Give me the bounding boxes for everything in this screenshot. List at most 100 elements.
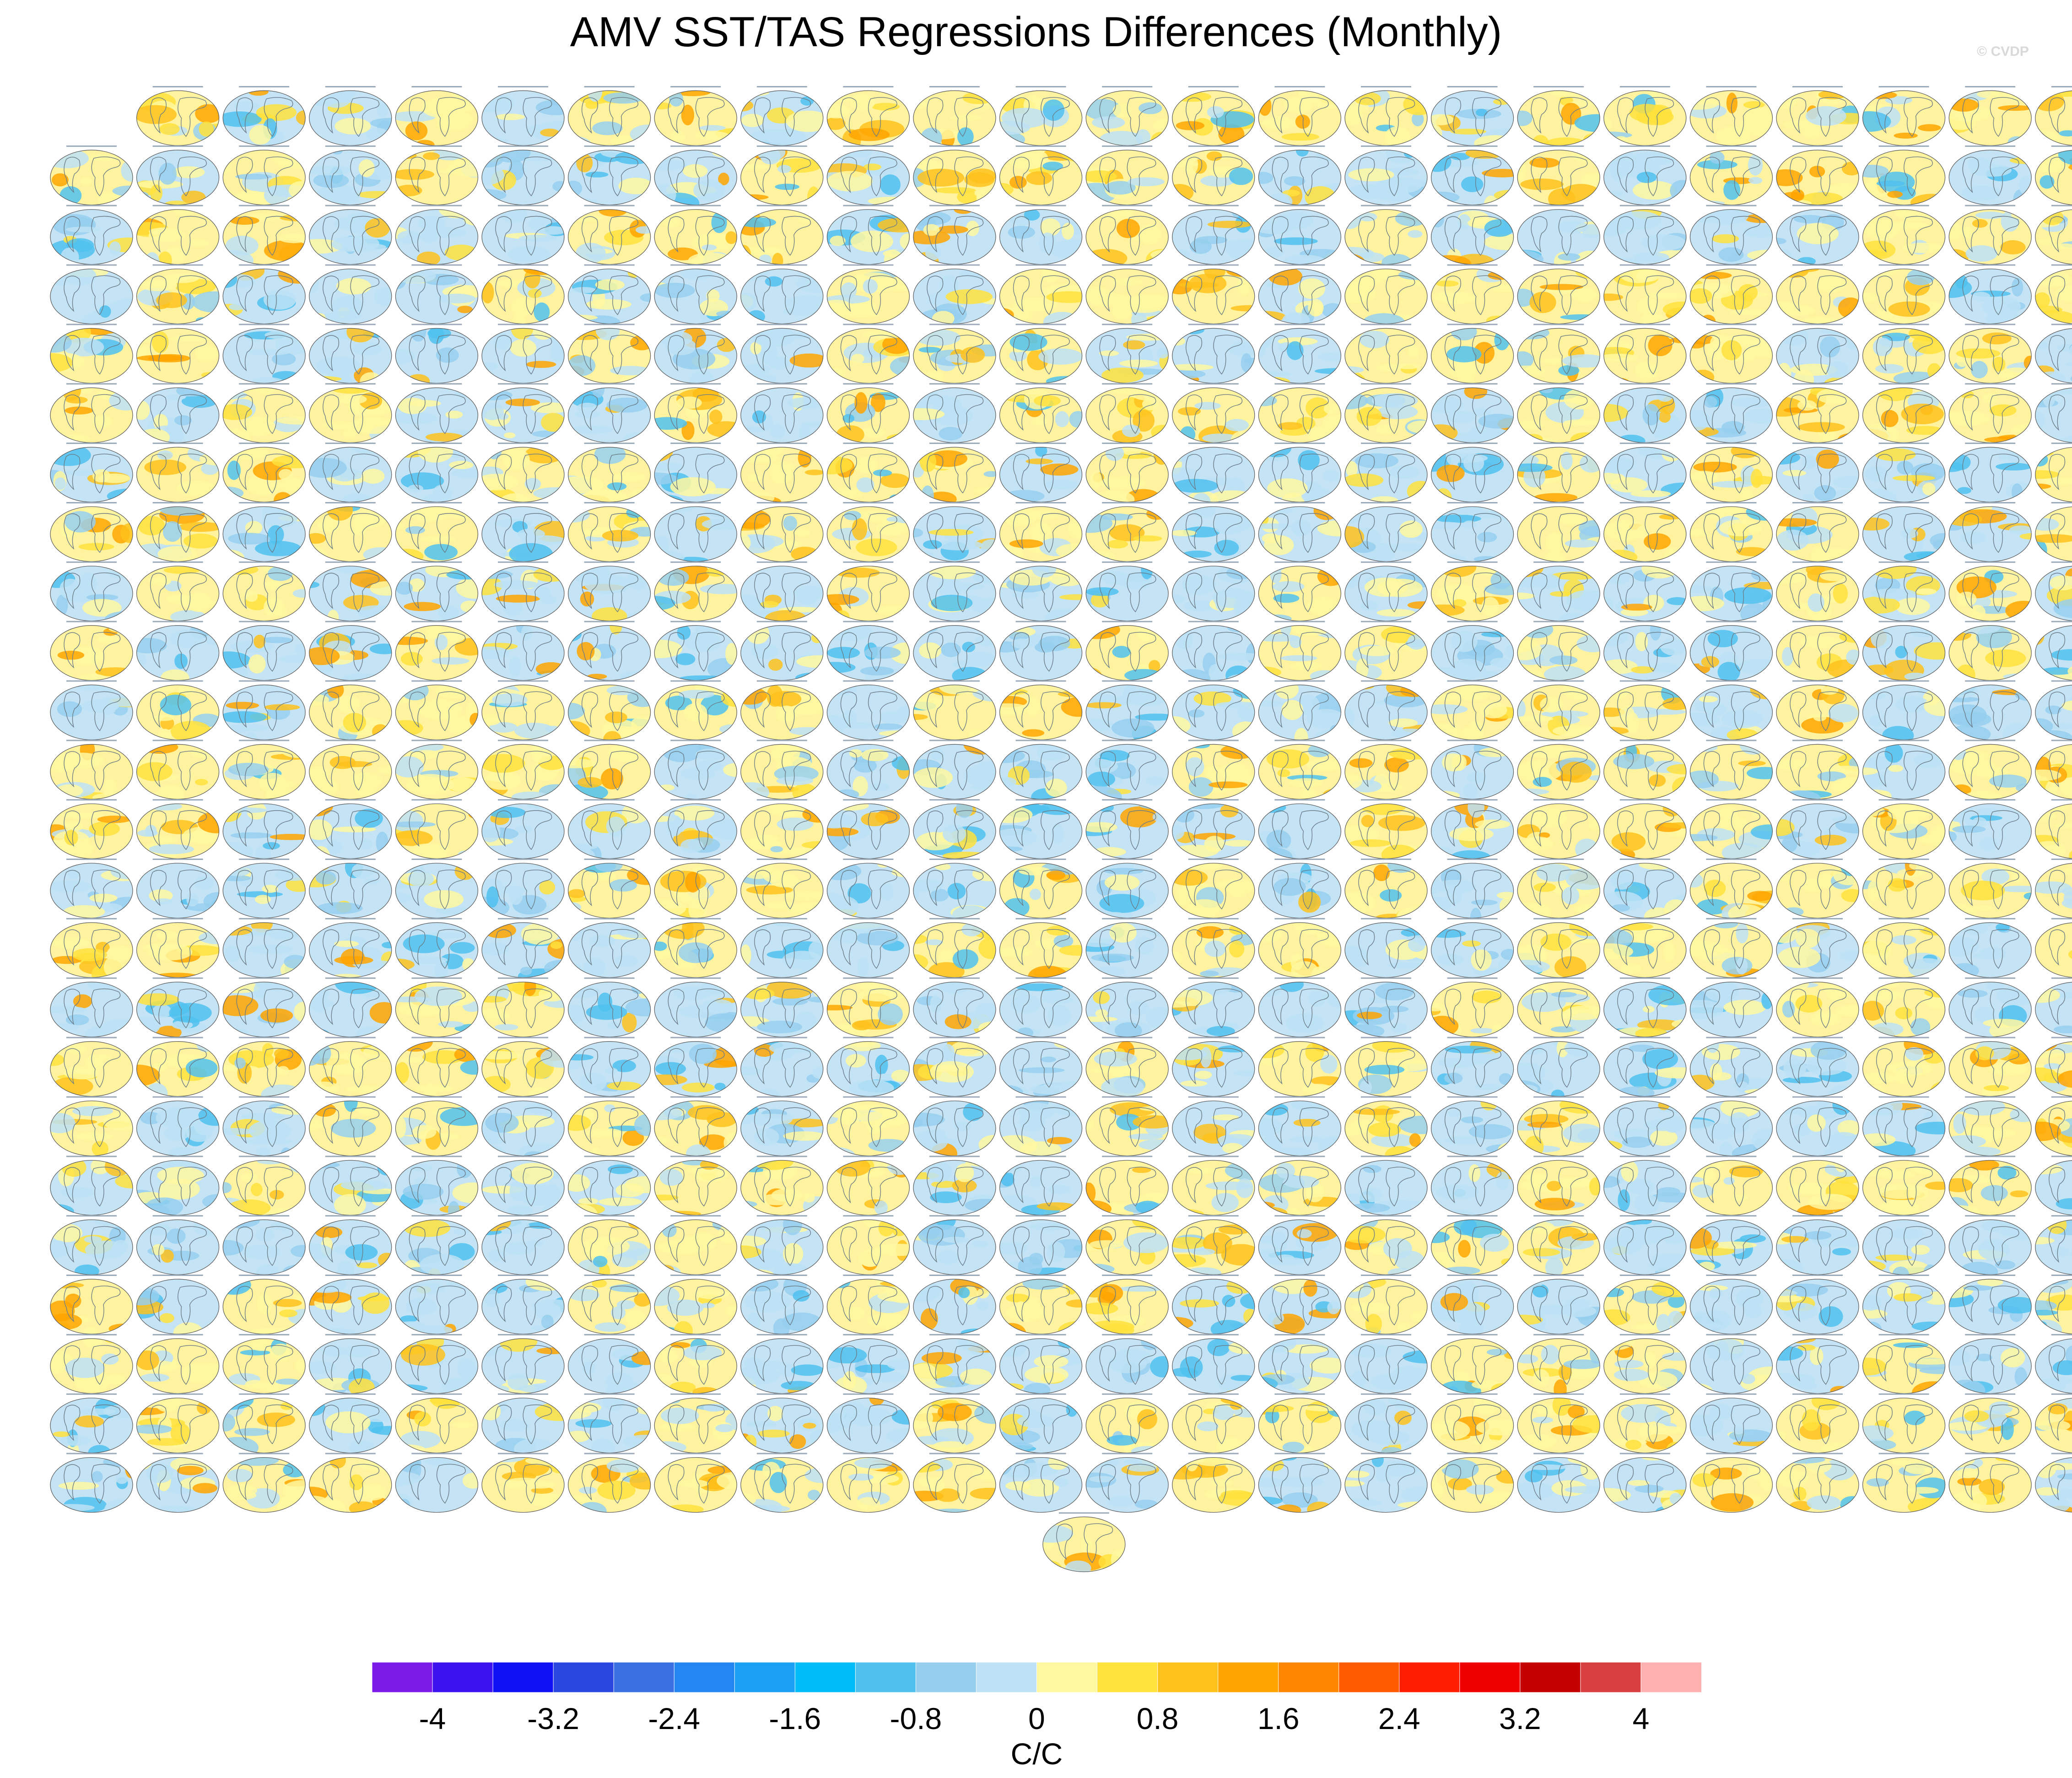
anomaly-patch — [2035, 453, 2048, 467]
anomaly-patch — [1570, 432, 1600, 443]
panel-caption — [1188, 443, 1239, 444]
anomaly-patch — [1046, 376, 1082, 384]
panel-caption — [1102, 680, 1153, 682]
panel-caption — [1619, 799, 1670, 801]
panel-caption — [1706, 680, 1757, 682]
panel-caption — [1706, 561, 1757, 563]
continent-outline — [150, 216, 207, 256]
anomaly-patch — [1323, 566, 1338, 576]
panel-caption — [1361, 502, 1411, 503]
panel-caption — [325, 918, 376, 919]
panel-caption — [929, 86, 980, 87]
anomaly-patch — [619, 671, 651, 681]
continent-outline — [1703, 97, 1760, 137]
panel-caption — [1274, 145, 1325, 147]
anomaly-patch — [1580, 454, 1600, 473]
anomaly-patch — [654, 494, 684, 503]
anomaly-patch — [1457, 214, 1471, 229]
panel-caption — [1015, 443, 1066, 444]
anomaly-patch — [827, 685, 858, 696]
anomaly-patch — [1736, 923, 1748, 944]
continent-outline — [150, 394, 207, 434]
map-panel — [1689, 145, 1773, 205]
panel-caption — [1792, 205, 1843, 206]
anomaly-patch — [2035, 841, 2066, 859]
anomaly-patch — [1630, 490, 1671, 497]
map-panel — [395, 680, 479, 740]
panel-caption — [239, 918, 290, 919]
panel-caption — [325, 324, 376, 325]
anomaly-patch — [1748, 154, 1763, 176]
panel-caption — [1102, 799, 1153, 801]
map-panel — [740, 561, 824, 621]
anomaly-patch — [1107, 540, 1128, 549]
map-panel — [654, 86, 737, 146]
map-panel — [1862, 502, 1946, 562]
map-border — [2035, 388, 2072, 443]
anomaly-patch — [1356, 658, 1369, 680]
anomaly-patch — [1814, 485, 1836, 501]
map-panel — [1517, 799, 1600, 859]
map-panel — [1517, 918, 1600, 978]
continent-outline — [150, 97, 207, 137]
continent-outline — [1013, 216, 1070, 256]
map-panel — [1517, 443, 1600, 503]
anomaly-patch — [827, 300, 855, 320]
map-panel — [1776, 859, 1859, 919]
anomaly-patch — [1172, 249, 1190, 261]
anomaly-patch — [1001, 507, 1037, 526]
anomaly-patch — [57, 752, 105, 769]
panel-caption — [584, 86, 635, 87]
map-panel — [913, 324, 996, 384]
map-panel — [2035, 324, 2072, 384]
anomaly-patch — [2002, 723, 2031, 740]
anomaly-patch — [1093, 490, 1135, 503]
panel-caption — [411, 680, 462, 682]
panel-caption — [1015, 205, 1066, 206]
panel-caption — [1015, 264, 1066, 266]
map-panel — [2035, 502, 2072, 562]
anomaly-patch — [336, 695, 360, 713]
anomaly-patch — [617, 924, 651, 939]
panel-caption — [1619, 918, 1670, 919]
map-panel — [1258, 264, 1341, 324]
panel-caption — [2051, 859, 2072, 860]
anomaly-patch — [1104, 868, 1144, 875]
anomaly-patch — [2035, 730, 2072, 740]
anomaly-patch — [1179, 282, 1219, 288]
panel-caption — [670, 502, 721, 503]
map-panel — [1689, 443, 1773, 503]
anomaly-patch — [1388, 718, 1418, 728]
anomaly-patch — [1313, 506, 1339, 520]
panel-caption — [1792, 264, 1843, 266]
anomaly-patch — [1034, 395, 1061, 407]
anomaly-patch — [336, 278, 372, 295]
map-panel — [1344, 383, 1428, 443]
panel-caption — [1015, 740, 1066, 741]
anomaly-patch — [1819, 336, 1840, 358]
panel-caption — [1361, 680, 1411, 682]
panel-caption — [1706, 443, 1757, 444]
anomaly-patch — [488, 807, 526, 818]
anomaly-patch — [1746, 506, 1773, 521]
map-panel — [654, 859, 737, 919]
panel-caption — [152, 859, 203, 860]
map-panel — [740, 799, 824, 859]
anomaly-patch — [1450, 153, 1470, 160]
anomaly-patch — [52, 214, 96, 236]
anomaly-patch — [65, 227, 100, 232]
panel-caption — [1102, 264, 1153, 266]
anomaly-patch — [811, 632, 823, 643]
panel-caption — [1102, 918, 1153, 919]
anomaly-patch — [807, 186, 820, 205]
anomaly-patch — [832, 804, 869, 811]
anomaly-patch — [1523, 434, 1543, 443]
continent-outline — [2049, 97, 2072, 137]
map-panel — [1689, 859, 1773, 919]
anomaly-patch — [337, 394, 367, 405]
anomaly-patch — [1862, 423, 1899, 443]
map-panel — [1948, 799, 2032, 859]
panel-caption — [843, 443, 894, 444]
anomaly-patch — [227, 447, 269, 460]
map-panel — [1689, 383, 1773, 443]
